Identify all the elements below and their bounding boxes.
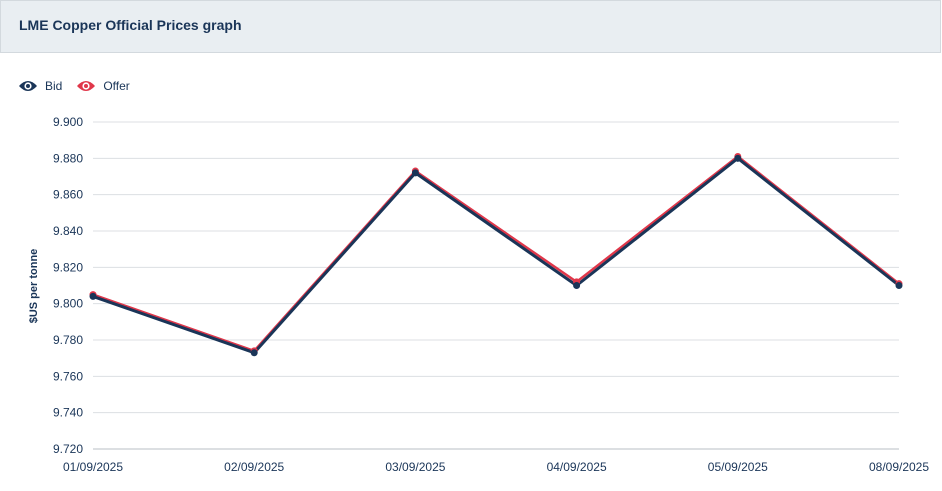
legend-item-offer[interactable]: Offer: [76, 79, 130, 93]
x-tick-label: 03/09/2025: [385, 460, 445, 474]
data-point-bid[interactable]: [411, 169, 419, 177]
eye-icon: [77, 81, 96, 91]
page-title: LME Copper Official Prices graph: [19, 17, 242, 33]
x-tick-label: 05/09/2025: [708, 460, 768, 474]
y-tick-label: 9.800: [53, 297, 83, 311]
legend-label-offer: Offer: [103, 79, 130, 93]
x-tick-label: 04/09/2025: [547, 460, 607, 474]
legend-item-bid[interactable]: Bid: [18, 79, 62, 93]
x-tick-label: 02/09/2025: [224, 460, 284, 474]
y-tick-label: 9.880: [53, 151, 83, 165]
chart-header: LME Copper Official Prices graph: [0, 0, 941, 53]
y-tick-label: 9.840: [53, 224, 83, 238]
data-point-bid[interactable]: [89, 292, 97, 300]
y-tick-labels: 9.720 9.740 9.760 9.780 9.800 9.820 9.840 9.860…: [53, 115, 83, 456]
data-point-bid[interactable]: [250, 349, 258, 357]
data-point-bid[interactable]: [573, 282, 581, 289]
y-axis-label: $US per tonne: [28, 249, 40, 324]
data-point-bid[interactable]: [734, 154, 742, 162]
y-tick-label: 9.740: [53, 406, 83, 420]
series-lines: [89, 153, 903, 357]
x-tick-label: 01/09/2025: [63, 460, 123, 474]
y-tick-label: 9.780: [53, 333, 83, 347]
y-tick-label: 9.860: [53, 188, 83, 202]
eye-icon: [19, 81, 37, 91]
y-tick-label: 9.720: [53, 442, 83, 456]
x-tick-labels: 01/09/2025 02/09/2025 03/09/2025 04/09/2025…: [63, 460, 929, 474]
y-tick-label: 9.760: [53, 369, 83, 383]
y-tick-label: 9.900: [53, 115, 83, 129]
x-tick-label: 08/09/2025: [869, 460, 929, 474]
data-point-bid[interactable]: [895, 282, 903, 289]
grid-lines: [93, 121, 899, 450]
series-line-bid: [92, 156, 900, 355]
chart-legend: Bid Offer: [18, 78, 144, 94]
series-line-offer: [92, 155, 900, 353]
legend-label-bid: Bid: [45, 79, 63, 93]
y-tick-label: 9.820: [53, 260, 83, 274]
